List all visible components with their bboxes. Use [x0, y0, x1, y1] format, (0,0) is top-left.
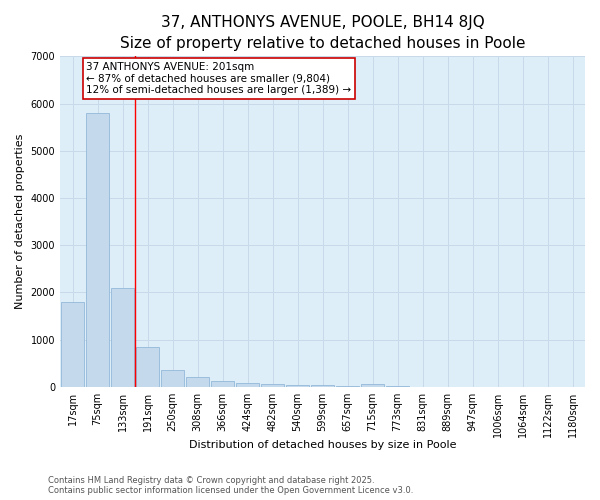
Bar: [186, 377, 209, 387]
Bar: [161, 370, 184, 387]
Bar: [86, 113, 109, 387]
Bar: [336, 386, 359, 387]
Bar: [211, 381, 234, 387]
Text: Contains HM Land Registry data © Crown copyright and database right 2025.
Contai: Contains HM Land Registry data © Crown c…: [48, 476, 413, 495]
Bar: [361, 384, 384, 387]
Y-axis label: Number of detached properties: Number of detached properties: [15, 134, 25, 310]
Bar: [136, 346, 159, 387]
Text: 37 ANTHONYS AVENUE: 201sqm
← 87% of detached houses are smaller (9,804)
12% of s: 37 ANTHONYS AVENUE: 201sqm ← 87% of deta…: [86, 62, 352, 95]
X-axis label: Distribution of detached houses by size in Poole: Distribution of detached houses by size …: [189, 440, 456, 450]
Title: 37, ANTHONYS AVENUE, POOLE, BH14 8JQ
Size of property relative to detached house: 37, ANTHONYS AVENUE, POOLE, BH14 8JQ Siz…: [120, 15, 525, 51]
Bar: [286, 384, 309, 387]
Bar: [111, 288, 134, 387]
Bar: [236, 382, 259, 387]
Bar: [311, 385, 334, 387]
Bar: [261, 384, 284, 387]
Bar: [61, 302, 84, 387]
